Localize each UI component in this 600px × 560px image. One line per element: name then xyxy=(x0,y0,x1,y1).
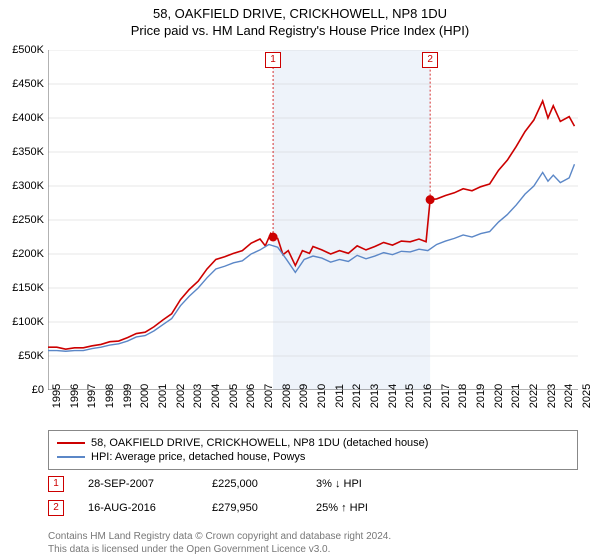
xtick-label: 2015 xyxy=(404,384,416,408)
sale-date: 28-SEP-2007 xyxy=(88,478,188,490)
xtick-label: 1999 xyxy=(122,384,134,408)
xtick-label: 2016 xyxy=(422,384,434,408)
ytick-label: £400K xyxy=(2,112,44,124)
xtick-label: 2024 xyxy=(563,384,575,408)
legend-swatch xyxy=(57,456,85,458)
footer-line1: Contains HM Land Registry data © Crown c… xyxy=(48,530,391,543)
xtick-label: 2019 xyxy=(475,384,487,408)
sale-row-marker: 2 xyxy=(48,500,64,516)
sale-row: 1 28-SEP-2007 £225,000 3% ↓ HPI xyxy=(48,476,578,492)
xtick-label: 2001 xyxy=(157,384,169,408)
legend-item: HPI: Average price, detached house, Powy… xyxy=(57,451,569,463)
footer-line2: This data is licensed under the Open Gov… xyxy=(48,543,391,556)
xtick-label: 2023 xyxy=(546,384,558,408)
legend-item: 58, OAKFIELD DRIVE, CRICKHOWELL, NP8 1DU… xyxy=(57,437,569,449)
sale-row: 2 16-AUG-2016 £279,950 25% ↑ HPI xyxy=(48,500,578,516)
xtick-label: 1998 xyxy=(104,384,116,408)
ytick-label: £0 xyxy=(2,384,44,396)
xtick-label: 2022 xyxy=(528,384,540,408)
xtick-label: 1996 xyxy=(69,384,81,408)
ytick-label: £300K xyxy=(2,180,44,192)
xtick-label: 2000 xyxy=(139,384,151,408)
xtick-label: 2008 xyxy=(281,384,293,408)
xtick-label: 2021 xyxy=(510,384,522,408)
legend-label: HPI: Average price, detached house, Powy… xyxy=(91,451,305,463)
ytick-label: £100K xyxy=(2,316,44,328)
xtick-label: 2025 xyxy=(581,384,593,408)
xtick-label: 2004 xyxy=(210,384,222,408)
sales-table: 1 28-SEP-2007 £225,000 3% ↓ HPI 2 16-AUG-… xyxy=(48,476,578,524)
xtick-label: 1997 xyxy=(86,384,98,408)
sale-pct: 3% ↓ HPI xyxy=(316,478,396,490)
sale-pct: 25% ↑ HPI xyxy=(316,502,396,514)
xtick-label: 2018 xyxy=(457,384,469,408)
footer-attribution: Contains HM Land Registry data © Crown c… xyxy=(48,530,391,556)
sale-marker-1: 1 xyxy=(265,52,281,68)
sale-price: £225,000 xyxy=(212,478,292,490)
xtick-label: 2002 xyxy=(175,384,187,408)
chart-area: £0£50K£100K£150K£200K£250K£300K£350K£400… xyxy=(48,50,578,390)
chart-title: 58, OAKFIELD DRIVE, CRICKHOWELL, NP8 1DU… xyxy=(0,0,600,38)
ytick-label: £200K xyxy=(2,248,44,260)
ytick-label: £250K xyxy=(2,214,44,226)
xtick-label: 2013 xyxy=(369,384,381,408)
sale-row-marker: 1 xyxy=(48,476,64,492)
xtick-label: 2006 xyxy=(245,384,257,408)
xtick-label: 2014 xyxy=(387,384,399,408)
xtick-label: 2007 xyxy=(263,384,275,408)
sale-marker-2: 2 xyxy=(422,52,438,68)
xtick-label: 2009 xyxy=(298,384,310,408)
xtick-label: 2011 xyxy=(334,384,346,408)
ytick-label: £450K xyxy=(2,78,44,90)
ytick-label: £50K xyxy=(2,350,44,362)
legend-label: 58, OAKFIELD DRIVE, CRICKHOWELL, NP8 1DU… xyxy=(91,437,428,449)
price-chart xyxy=(48,50,578,390)
xtick-label: 2020 xyxy=(493,384,505,408)
xtick-label: 2012 xyxy=(351,384,363,408)
sale-price: £279,950 xyxy=(212,502,292,514)
ytick-label: £500K xyxy=(2,44,44,56)
legend: 58, OAKFIELD DRIVE, CRICKHOWELL, NP8 1DU… xyxy=(48,430,578,470)
sale-date: 16-AUG-2016 xyxy=(88,502,188,514)
xtick-label: 1995 xyxy=(51,384,63,408)
xtick-label: 2010 xyxy=(316,384,328,408)
title-address: 58, OAKFIELD DRIVE, CRICKHOWELL, NP8 1DU xyxy=(0,6,600,21)
legend-swatch xyxy=(57,442,85,444)
xtick-label: 2003 xyxy=(192,384,204,408)
xtick-label: 2017 xyxy=(440,384,452,408)
ytick-label: £150K xyxy=(2,282,44,294)
title-subtitle: Price paid vs. HM Land Registry's House … xyxy=(0,23,600,38)
xtick-label: 2005 xyxy=(228,384,240,408)
ytick-label: £350K xyxy=(2,146,44,158)
